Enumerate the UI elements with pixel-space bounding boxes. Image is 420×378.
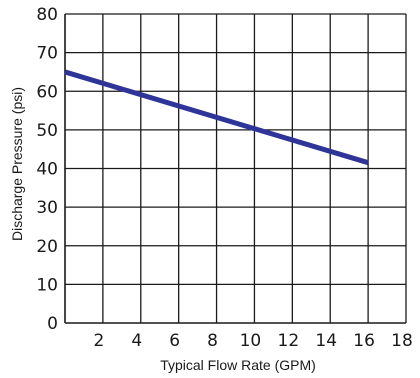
x-tick-label: 10 [240, 331, 262, 351]
x-axis-label: Typical Flow Rate (GPM) [160, 357, 316, 373]
x-tick-label: 8 [207, 331, 218, 351]
y-tick-label: 80 [36, 5, 58, 25]
x-tick-label: 18 [391, 331, 413, 351]
x-tick-label: 14 [315, 331, 337, 351]
y-tick-label: 70 [36, 44, 58, 64]
y-tick-label: 0 [47, 314, 58, 334]
x-tick-label: 16 [353, 331, 375, 351]
y-tick-label: 20 [36, 237, 58, 257]
x-tick-label: 12 [278, 331, 300, 351]
x-tick-label: 6 [169, 331, 180, 351]
y-tick-labels: 0 10 20 30 40 50 60 70 80 [36, 5, 58, 334]
y-axis-label: Discharge Pressure (psi) [9, 87, 25, 241]
x-tick-label: 2 [93, 331, 104, 351]
y-tick-label: 40 [36, 160, 58, 180]
y-tick-label: 50 [36, 121, 58, 141]
y-tick-label: 30 [36, 198, 58, 218]
series [64, 69, 369, 166]
x-tick-labels: 2 4 6 8 10 12 14 16 18 [93, 331, 412, 351]
x-tick-label: 4 [131, 331, 142, 351]
series-line [64, 69, 369, 166]
y-tick-label: 60 [36, 82, 58, 102]
axes [64, 14, 406, 324]
y-tick-label: 10 [36, 275, 58, 295]
grid [65, 13, 407, 323]
